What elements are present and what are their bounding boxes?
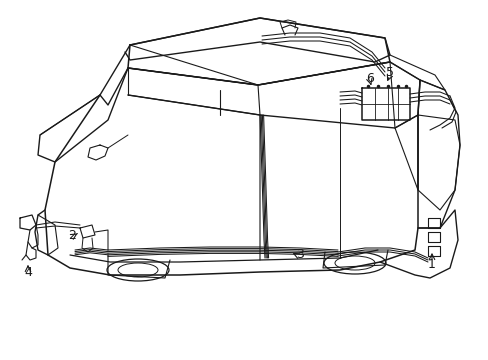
Text: 1: 1 [427,258,435,271]
Text: 5: 5 [385,66,393,78]
Text: 6: 6 [366,72,373,85]
Text: 4: 4 [24,266,32,279]
Text: 3: 3 [295,248,304,261]
Text: 2: 2 [68,229,76,242]
